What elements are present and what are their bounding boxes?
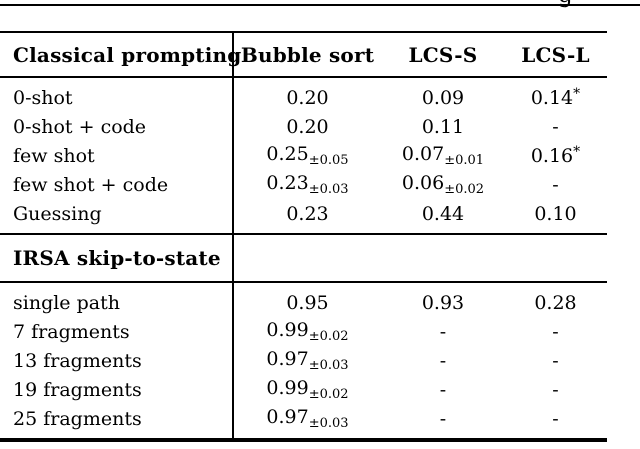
cell-lcs-s: - bbox=[439, 378, 447, 401]
table-row: 25 fragments 0.97±0.03 - - bbox=[0, 404, 607, 433]
table-bottom-rule bbox=[0, 438, 607, 442]
results-table: Classical prompting Bubble sort LCS-S LC… bbox=[0, 31, 607, 442]
table-top-rule bbox=[0, 31, 607, 33]
table-row: few shot 0.25±0.05 0.07±0.01 0.16* bbox=[0, 141, 607, 170]
cell-bubble-sort: 0.23±0.03 bbox=[266, 172, 349, 197]
cell-lcs-l: 0.16* bbox=[530, 144, 581, 167]
column-header-bubble-sort: Bubble sort bbox=[240, 42, 375, 67]
table-row: 19 fragments 0.99±0.02 - - bbox=[0, 375, 607, 404]
section-header-irsa-skip-to-state: IRSA skip-to-state bbox=[13, 246, 221, 270]
cell-lcs-l: - bbox=[552, 349, 559, 372]
column-divider-rule bbox=[232, 33, 234, 76]
header-bottom-rule bbox=[0, 76, 607, 78]
cell-lcs-l: - bbox=[552, 173, 559, 196]
column-divider-rule bbox=[232, 235, 234, 281]
section-divider-rule bbox=[0, 233, 607, 235]
column-divider-rule bbox=[232, 283, 234, 438]
row-label: 0-shot + code bbox=[13, 115, 147, 138]
row-label: 13 fragments bbox=[13, 349, 142, 372]
table-header-row: Classical prompting Bubble sort LCS-S LC… bbox=[0, 33, 607, 76]
irsa-header-row: IRSA skip-to-state bbox=[0, 235, 607, 281]
column-divider-rule bbox=[232, 78, 234, 233]
row-label: single path bbox=[13, 291, 120, 314]
cell-lcs-s: 0.07±0.01 bbox=[401, 143, 485, 168]
cell-lcs-s: 0.11 bbox=[421, 115, 465, 138]
cell-lcs-l: - bbox=[552, 378, 559, 401]
cell-bubble-sort: 0.99±0.02 bbox=[266, 377, 349, 402]
page-top-rule bbox=[0, 4, 640, 6]
clipped-text-fragment: g bbox=[558, 0, 573, 7]
cell-bubble-sort: 0.99±0.02 bbox=[266, 319, 349, 344]
cell-lcs-l: - bbox=[552, 407, 559, 430]
cell-lcs-s: 0.93 bbox=[421, 291, 465, 314]
cell-bubble-sort: 0.25±0.05 bbox=[266, 143, 349, 168]
row-label: 25 fragments bbox=[13, 407, 142, 430]
column-header-classical-prompting: Classical prompting bbox=[13, 42, 242, 67]
cell-lcs-s: 0.06±0.02 bbox=[401, 172, 485, 197]
cell-lcs-s: - bbox=[439, 407, 447, 430]
cell-lcs-s: 0.09 bbox=[421, 86, 465, 109]
cell-bubble-sort: 0.97±0.03 bbox=[266, 348, 349, 373]
irsa-header-section: IRSA skip-to-state bbox=[0, 235, 607, 281]
column-header-lcs-s: LCS-S bbox=[408, 42, 478, 67]
irsa-rows-section: single path 0.95 0.93 0.28 7 fragments 0… bbox=[0, 283, 607, 438]
cell-bubble-sort: 0.20 bbox=[286, 115, 329, 138]
cell-lcs-l: - bbox=[552, 115, 559, 138]
cell-lcs-l: - bbox=[552, 320, 559, 343]
cell-lcs-l: 0.14* bbox=[530, 86, 581, 109]
table-row: 13 fragments 0.97±0.03 - - bbox=[0, 346, 607, 375]
table-row: 7 fragments 0.99±0.02 - - bbox=[0, 317, 607, 346]
column-header-lcs-l: LCS-L bbox=[521, 42, 590, 67]
cell-lcs-s: 0.44 bbox=[421, 202, 465, 225]
cell-bubble-sort: 0.23 bbox=[286, 202, 329, 225]
row-label: Guessing bbox=[13, 202, 102, 225]
row-label: 7 fragments bbox=[13, 320, 130, 343]
row-label: few shot bbox=[13, 144, 95, 167]
cell-bubble-sort: 0.95 bbox=[286, 291, 329, 314]
cell-lcs-l: 0.28 bbox=[534, 291, 577, 314]
classical-prompting-section: 0-shot 0.20 0.09 0.14* 0-shot + code 0.2… bbox=[0, 78, 607, 233]
table-row: 0-shot + code 0.20 0.11 - bbox=[0, 112, 607, 141]
row-label: 0-shot bbox=[13, 86, 73, 109]
table-row: 0-shot 0.20 0.09 0.14* bbox=[0, 83, 607, 112]
table-header-section: Classical prompting Bubble sort LCS-S LC… bbox=[0, 33, 607, 76]
cell-lcs-l: 0.10 bbox=[534, 202, 577, 225]
cell-lcs-s: - bbox=[439, 349, 447, 372]
table-row: few shot + code 0.23±0.03 0.06±0.02 - bbox=[0, 170, 607, 199]
row-label: 19 fragments bbox=[13, 378, 142, 401]
table-row: single path 0.95 0.93 0.28 bbox=[0, 288, 607, 317]
cell-bubble-sort: 0.97±0.03 bbox=[266, 406, 349, 431]
cell-bubble-sort: 0.20 bbox=[286, 86, 329, 109]
section-divider-rule bbox=[0, 281, 607, 283]
row-label: few shot + code bbox=[13, 173, 169, 196]
table-row: Guessing 0.23 0.44 0.10 bbox=[0, 199, 607, 228]
cell-lcs-s: - bbox=[439, 320, 447, 343]
